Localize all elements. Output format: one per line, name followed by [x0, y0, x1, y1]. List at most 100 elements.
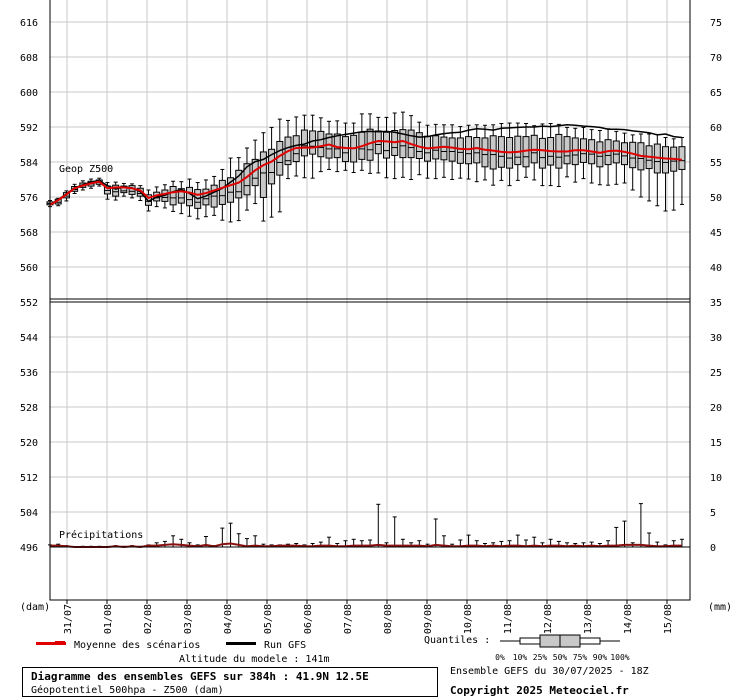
y-tick-left-lower: 528	[20, 403, 38, 414]
quantile-tick-label: 10%	[513, 653, 528, 662]
quantile-low	[519, 637, 541, 645]
y-tick-left-lower: 536	[20, 368, 38, 379]
x-tick-label: 14/08	[623, 604, 634, 634]
x-tick-label: 02/08	[143, 604, 154, 634]
box-body	[268, 148, 276, 185]
y-tick-right-upper: 65	[710, 88, 722, 99]
info-box: Diagramme des ensembles GEFS sur 384h : …	[22, 667, 438, 697]
altitude-text: Altitude du modele : 141m	[179, 654, 330, 665]
box-body	[112, 184, 120, 197]
copyright: Copyright 2025 Meteociel.fr	[450, 684, 629, 697]
box-body	[259, 151, 267, 198]
quantile-high	[579, 637, 601, 645]
panel-label-upper: Geop Z500	[59, 164, 113, 175]
quantile-tick-label: 0%	[495, 653, 505, 662]
precip-mean-line	[50, 542, 682, 549]
chart-title: Diagramme des ensembles GEFS sur 384h : …	[31, 670, 369, 683]
y-tick-right-lower: 25	[710, 368, 722, 379]
y-tick-right-lower: 0	[710, 543, 716, 554]
y-tick-right-upper: 45	[710, 228, 722, 239]
x-tick-label: 06/08	[303, 604, 314, 634]
y-tick-right-lower: 15	[710, 438, 722, 449]
y-tick-left-lower: 496	[20, 543, 38, 554]
y-tick-right-lower: 30	[710, 333, 722, 344]
y-tick-left-upper: 608	[20, 53, 38, 64]
box-body	[662, 146, 670, 174]
x-tick-label: 03/08	[183, 604, 194, 634]
y-tick-right-upper: 50	[710, 193, 722, 204]
y-tick-left-upper: 560	[20, 263, 38, 274]
y-tick-right-lower: 5	[710, 508, 716, 519]
y-tick-right-upper: 55	[710, 158, 722, 169]
legend-gfs-label: Run GFS	[264, 640, 307, 651]
y-tick-left-upper: 616	[20, 18, 38, 29]
x-tick-label: 13/08	[583, 604, 594, 634]
gfs-run-line	[49, 124, 682, 206]
box-body	[620, 142, 628, 166]
box-body	[382, 131, 390, 159]
x-tick-label: 07/08	[343, 604, 354, 634]
y-tick-right-upper: 70	[710, 53, 722, 64]
box-body	[169, 186, 177, 206]
y-tick-right-lower: 10	[710, 473, 722, 484]
y-tick-right-upper: 35	[710, 298, 722, 309]
box-body	[120, 185, 128, 194]
box-body	[448, 137, 456, 162]
y-tick-right-lower: 20	[710, 403, 722, 414]
y-tick-right-upper: 75	[710, 18, 722, 29]
x-tick-label: 04/08	[223, 604, 234, 634]
y-tick-left-upper: 552	[20, 298, 38, 309]
x-tick-label: 31/07	[63, 604, 74, 634]
chart-subtitle: Géopotentiel 500hpa - Z500 (dam)	[31, 685, 224, 696]
box-body	[317, 130, 325, 158]
x-tick-label: 01/08	[103, 604, 114, 634]
quantile-tick-label: 90%	[593, 653, 608, 662]
y-tick-left-upper: 568	[20, 228, 38, 239]
y-tick-left-lower: 520	[20, 438, 38, 449]
box-body	[596, 141, 604, 168]
plot-area	[50, 0, 690, 600]
y-tick-right-upper: 40	[710, 263, 722, 274]
box-body	[440, 136, 448, 161]
y-tick-left-upper: 584	[20, 158, 38, 169]
quantiles-label: Quantiles :	[424, 635, 491, 646]
legend-mean-line	[36, 642, 66, 645]
box-body	[186, 186, 194, 207]
box-body	[177, 188, 185, 204]
left-unit: (dam)	[20, 602, 50, 613]
y-tick-left-upper: 576	[20, 193, 38, 204]
box-body	[514, 135, 522, 166]
x-tick-label: 08/08	[383, 604, 394, 634]
box-body	[399, 129, 407, 159]
right-unit: (mm)	[708, 602, 732, 613]
y-tick-right-upper: 60	[710, 123, 722, 134]
quantile-tick-label: 100%	[610, 653, 629, 662]
quantile-tick-label: 75%	[573, 653, 588, 662]
y-tick-left-lower: 512	[20, 473, 38, 484]
box-body	[489, 135, 497, 170]
y-tick-left-upper: 600	[20, 88, 38, 99]
x-tick-label: 11/08	[503, 604, 514, 634]
legend-mean-label: Moyenne des scénarios	[74, 640, 201, 651]
y-tick-left-upper: 592	[20, 123, 38, 134]
box-body	[456, 137, 464, 164]
legend-gfs-line	[226, 642, 256, 645]
quantile-tick-label: 50%	[553, 653, 568, 662]
x-tick-label: 09/08	[423, 604, 434, 634]
box-body	[227, 177, 235, 203]
quantile-tick-label: 25%	[533, 653, 548, 662]
box-body	[538, 137, 546, 169]
y-tick-left-lower: 544	[20, 333, 38, 344]
box-body	[218, 179, 226, 205]
y-tick-left-lower: 504	[20, 508, 38, 519]
x-tick-label: 05/08	[263, 604, 274, 634]
x-tick-label: 12/08	[543, 604, 554, 634]
run-info: Ensemble GEFS du 30/07/2025 - 18Z	[450, 666, 649, 677]
ensemble-mean-line	[49, 139, 683, 206]
box-body	[481, 137, 489, 168]
box-body	[473, 137, 481, 164]
x-tick-label: 10/08	[463, 604, 474, 634]
panel-label-lower: Précipitations	[59, 529, 143, 541]
x-tick-label: 15/08	[663, 604, 674, 634]
box-body	[678, 146, 686, 170]
